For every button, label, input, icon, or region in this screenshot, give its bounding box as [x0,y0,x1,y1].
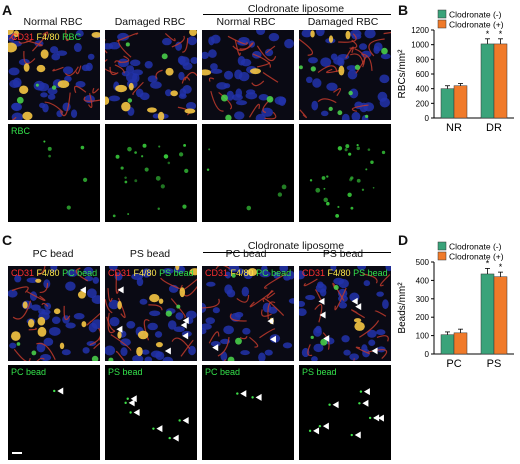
legend-swatch [437,9,447,19]
y-tick-label: 300 [416,295,430,304]
legend-label: Clodronate (+) [449,20,504,30]
category-label: PC [446,358,461,370]
micrograph-a-damaged-rbc [105,124,197,222]
y-tick-label: 200 [416,99,430,108]
stain-label: CD31 F4/80 PS bead [108,268,194,278]
chart-b: RBCs/mm² 0 200 400 600 800 1000 1200 NR * * DR Clodr… [397,9,514,134]
legend-swatch [437,251,447,261]
bar [493,43,508,119]
scale-bar [12,452,22,454]
col-title-c-3: PC bead [225,248,267,260]
col-title-c-1: PC bead [32,248,74,260]
micrograph-c-pc-merged: CD31 F4/80 PC bead [8,266,100,361]
bar [493,276,508,355]
legend-label: Clodronate (-) [449,242,502,252]
y-axis-label: RBCs/mm² [397,49,408,99]
category-label: NR [446,122,462,134]
y-tick-label: 200 [416,313,430,322]
bar [480,43,495,119]
col-title-a-2: Damaged RBC [114,16,186,28]
stain-label: PS bead [302,367,337,377]
panel-letter-c: C [2,232,13,248]
y-tick-label: 400 [416,85,430,94]
stain-label: PS bead [108,367,143,377]
col-title-a-1: Normal RBC [23,16,83,28]
bar [480,273,495,355]
y-tick-label: 1000 [411,41,429,50]
stain-label: RBC [11,126,31,136]
stain-label: CD31 F4/80 PC bead [11,268,98,278]
y-axis-label: Beads/mm² [397,282,408,334]
legend-label: Clodronate (-) [449,10,502,20]
micrograph-a-clod-damaged-rbc [299,124,391,222]
y-tick-label: 800 [416,55,430,64]
legend-swatch [437,19,447,29]
y-tick-label: 500 [416,258,430,267]
bar [453,332,468,355]
significance-marker: * [499,29,503,39]
panel-letter-d: D [398,232,409,248]
micrograph-a-clod-normal-rbc [202,124,294,222]
y-tick-label: 0 [425,350,430,359]
micrograph-c-ps-bead: PS bead [105,365,197,460]
micrograph-c-clod-pc-bead: PC bead [202,365,294,460]
category-label: PS [487,358,502,370]
significance-marker: * [486,29,490,39]
bar [440,88,455,119]
micrograph-a-normal-merged: CD31 F4/80 RBC [8,30,100,120]
chart-d: Beads/mm² 0 100 200 300 400 500 PC * * PS Clodronat… [397,241,514,370]
micrograph-a-clod-damaged-merged [299,30,391,120]
legend-swatch [437,241,447,251]
col-title-a-3: Normal RBC [216,16,276,28]
significance-marker: * [486,258,490,268]
y-tick-label: 0 [425,114,430,123]
group-title-a: Clodronate liposome [247,3,345,15]
stain-label: PC bead [11,367,47,377]
micrograph-c-pc-bead: PC bead [8,365,100,460]
y-tick-label: 400 [416,276,430,285]
stain-label: CD31 F4/80 PS bead [302,268,388,278]
micrograph-c-ps-merged: CD31 F4/80 PS bead [105,266,197,361]
group-bracket-a [203,14,391,15]
panel-letter-a: A [2,2,13,18]
micrograph-a-clod-normal-merged [202,30,294,120]
group-bracket-c [203,252,391,253]
col-title-c-4: PS bead [322,248,364,260]
bar [440,334,455,355]
stain-label: CD31 F4/80 RBC [11,32,82,42]
micrograph-c-clod-pc-merged: CD31 F4/80 PC bead [202,266,294,361]
stain-label: CD31 F4/80 PC bead [205,268,292,278]
micrograph-c-clod-ps-merged: CD31 F4/80 PS bead [299,266,391,361]
panel-letter-b: B [398,2,409,18]
stain-label: PC bead [205,367,241,377]
micrograph-a-damaged-merged [105,30,197,120]
category-label: DR [486,122,502,134]
y-tick-label: 1200 [411,26,429,35]
legend-label: Clodronate (+) [449,252,504,262]
col-title-a-4: Damaged RBC [307,16,379,28]
micrograph-a-normal-rbc: RBC [8,124,100,222]
y-tick-label: 100 [416,332,430,341]
micrograph-c-clod-ps-bead: PS bead [299,365,391,460]
bar [453,85,468,119]
y-tick-label: 600 [416,70,430,79]
group-title-c: Clodronate liposome [247,240,345,252]
col-title-c-2: PS bead [129,248,171,260]
significance-marker: * [499,262,503,272]
